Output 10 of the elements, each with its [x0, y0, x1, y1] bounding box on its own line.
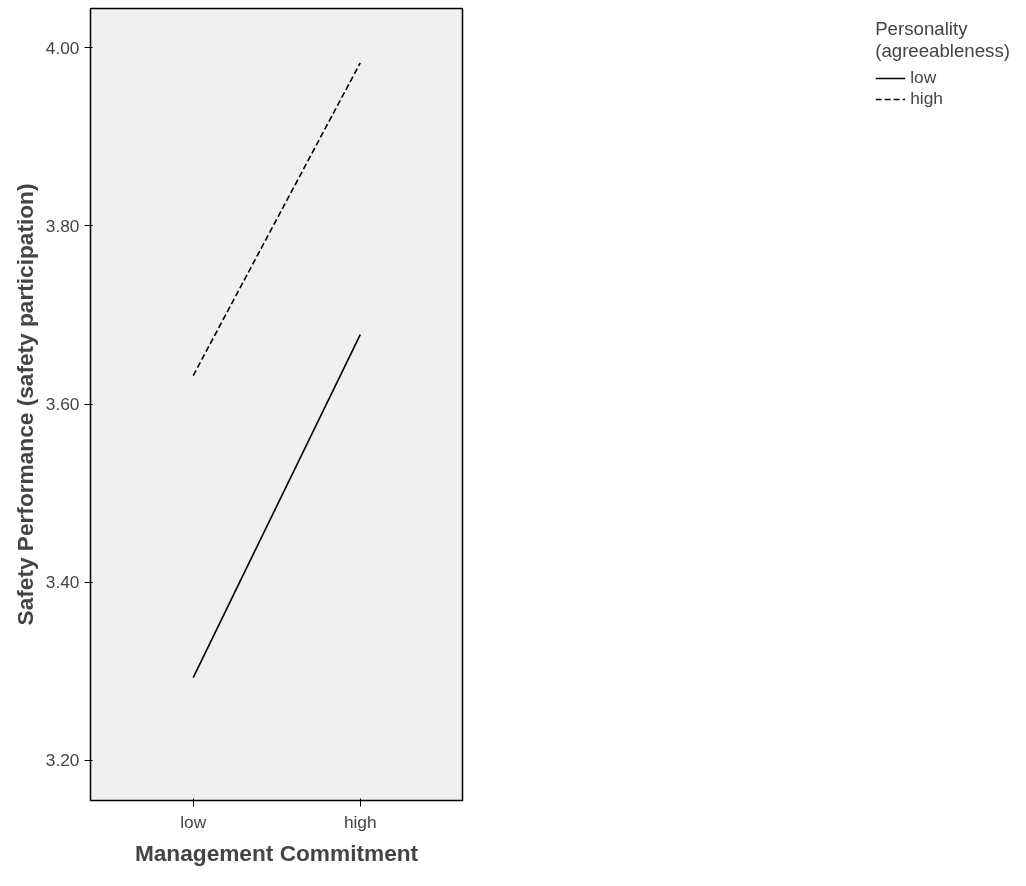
y-tick-label: 3.20	[45, 750, 80, 771]
legend-label: low	[910, 67, 937, 88]
y-tick-label: 3.80	[45, 215, 80, 236]
y-tick-label: 3.40	[45, 572, 80, 593]
legend-label: high	[910, 88, 943, 109]
y-tick-label: 3.60	[45, 394, 80, 415]
y-tick-label: 4.00	[45, 37, 80, 58]
x-axis-title: Management Commitment	[134, 839, 419, 866]
legend-title: Personality (agreeableness)	[875, 18, 1010, 62]
y-axis-title: Safety Performance (safety participation)	[11, 183, 38, 626]
